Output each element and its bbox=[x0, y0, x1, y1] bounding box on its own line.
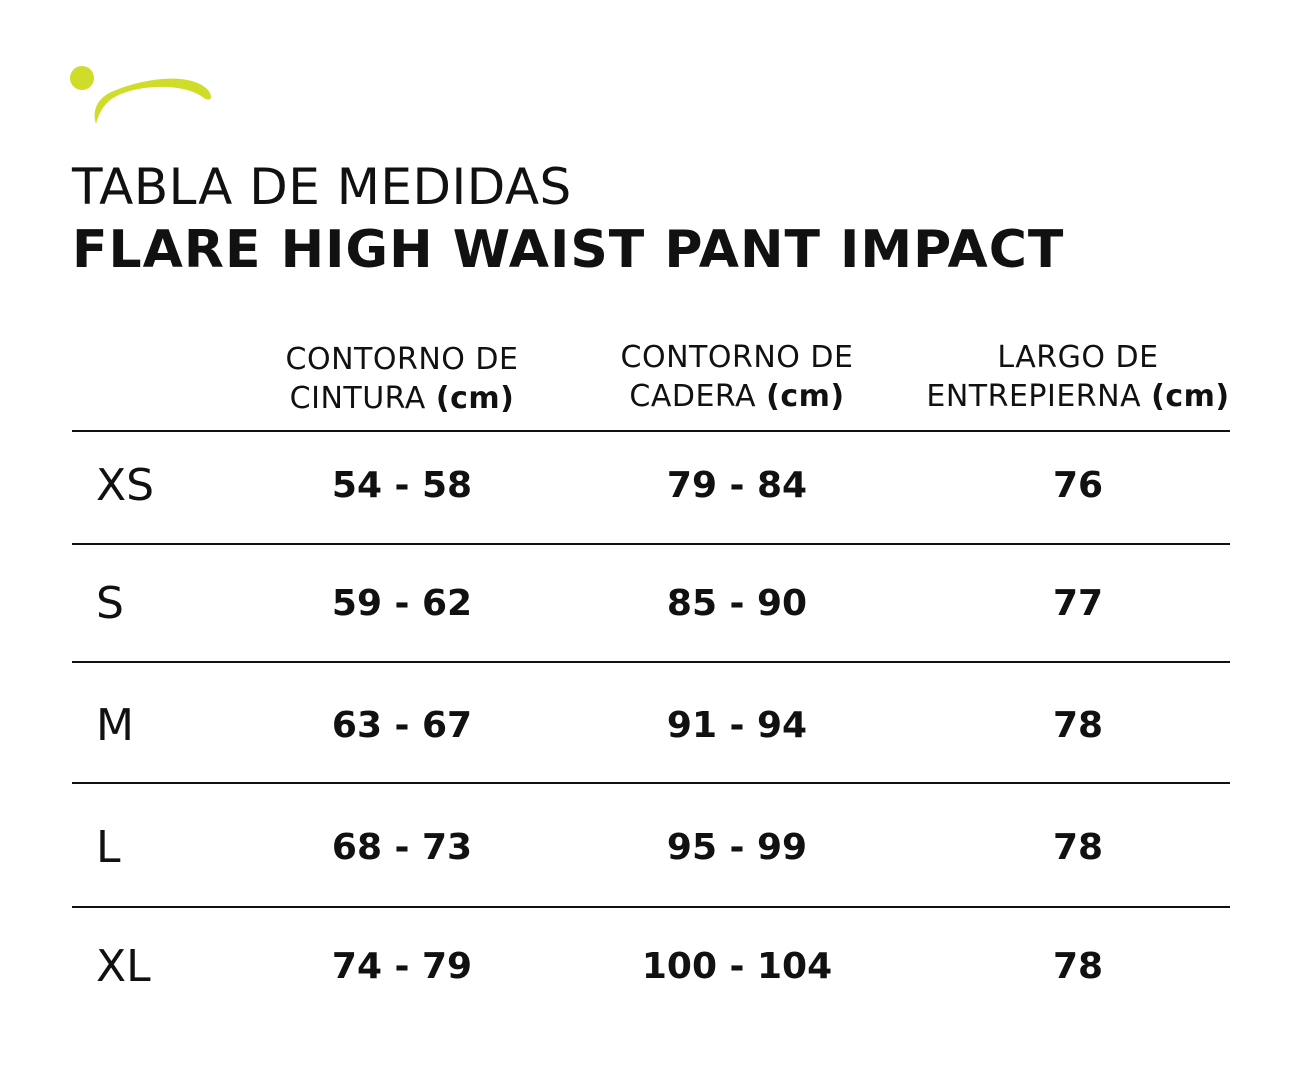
waist-value: 74 - 79 bbox=[331, 946, 473, 987]
inseam-value: 78 bbox=[1052, 827, 1104, 868]
column-header-cadera: CONTORNO DE CADERA (cm) bbox=[620, 340, 854, 414]
size-label: XL bbox=[96, 941, 151, 992]
table-row: M 63 - 67 91 - 94 78 bbox=[72, 696, 1230, 756]
table-row: XL 74 - 79 100 - 104 78 bbox=[72, 937, 1230, 997]
table-divider bbox=[72, 543, 1230, 545]
table-divider bbox=[72, 782, 1230, 784]
table-row: L 68 - 73 95 - 99 78 bbox=[72, 818, 1230, 878]
swoosh-dot-logo-icon bbox=[70, 66, 211, 124]
inseam-value: 76 bbox=[1052, 465, 1104, 506]
waist-value: 63 - 67 bbox=[331, 705, 473, 746]
product-name: FLARE HIGH WAIST PANT IMPACT bbox=[72, 220, 1065, 280]
hip-value: 100 - 104 bbox=[641, 946, 833, 987]
inseam-value: 78 bbox=[1052, 946, 1104, 987]
column-header-entrepierna: LARGO DE ENTREPIERNA (cm) bbox=[926, 340, 1230, 414]
hip-value: 91 - 94 bbox=[666, 705, 808, 746]
size-label: S bbox=[96, 578, 124, 629]
column-header-cintura: CONTORNO DE CINTURA (cm) bbox=[285, 342, 519, 416]
table-divider bbox=[72, 906, 1230, 908]
table-divider bbox=[72, 661, 1230, 663]
size-label: XS bbox=[96, 460, 155, 511]
waist-value: 68 - 73 bbox=[331, 827, 473, 868]
table-row: S 59 - 62 85 - 90 77 bbox=[72, 574, 1230, 634]
hip-value: 85 - 90 bbox=[666, 583, 808, 624]
hip-value: 95 - 99 bbox=[666, 827, 808, 868]
table-divider bbox=[72, 430, 1230, 432]
waist-value: 54 - 58 bbox=[331, 465, 473, 506]
inseam-value: 77 bbox=[1052, 583, 1104, 624]
page-title: TABLA DE MEDIDAS bbox=[72, 158, 572, 216]
table-row: XS 54 - 58 79 - 84 76 bbox=[72, 456, 1230, 516]
size-label: L bbox=[96, 822, 121, 873]
size-label: M bbox=[96, 700, 134, 751]
inseam-value: 78 bbox=[1052, 705, 1104, 746]
waist-value: 59 - 62 bbox=[331, 583, 473, 624]
hip-value: 79 - 84 bbox=[666, 465, 808, 506]
